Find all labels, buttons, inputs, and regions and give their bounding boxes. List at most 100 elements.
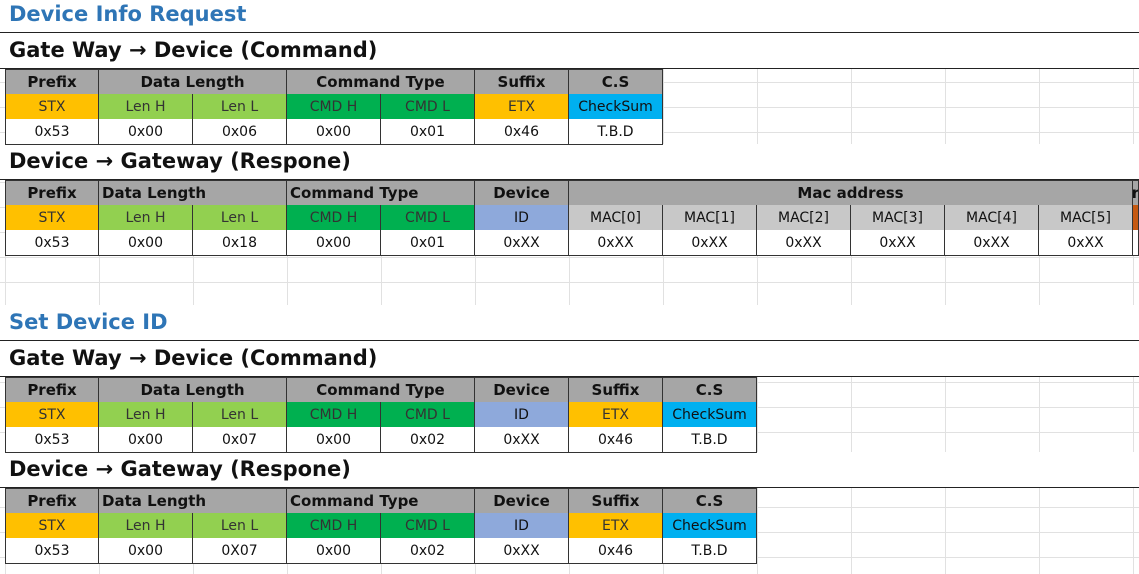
field-cell[interactable]: CheckSum <box>663 513 757 539</box>
value-cell[interactable] <box>1133 230 1139 256</box>
header-cell[interactable]: Suffix <box>569 488 663 514</box>
field-cell[interactable]: Len L <box>193 205 287 231</box>
value-cell[interactable]: 0x07 <box>193 427 287 453</box>
header-cell[interactable]: Data Length <box>99 488 287 514</box>
value-cell[interactable]: 0x46 <box>569 427 663 453</box>
value-cell[interactable]: 0x02 <box>381 427 475 453</box>
section-title: Device Info Request <box>9 2 247 26</box>
value-cell[interactable]: 0x00 <box>287 119 381 145</box>
field-cell[interactable]: Len L <box>193 402 287 428</box>
grid-col-line <box>945 0 946 574</box>
header-cell[interactable]: C.S <box>569 69 663 95</box>
field-cell[interactable] <box>1133 205 1139 231</box>
field-cell[interactable]: ETX <box>569 513 663 539</box>
field-cell[interactable]: MAC[4] <box>945 205 1039 231</box>
value-cell[interactable]: 0x01 <box>381 230 475 256</box>
header-cell[interactable]: Command Type <box>287 488 475 514</box>
value-cell[interactable]: 0x00 <box>99 427 193 453</box>
value-cell[interactable]: 0x53 <box>5 427 99 453</box>
field-cell[interactable]: CMD H <box>287 402 381 428</box>
field-cell[interactable]: STX <box>5 205 99 231</box>
value-cell[interactable]: 0x06 <box>193 119 287 145</box>
value-cell[interactable]: 0x53 <box>5 538 99 564</box>
value-cell[interactable]: 0x00 <box>99 538 193 564</box>
value-cell[interactable]: 0xXX <box>475 427 569 453</box>
header-cell[interactable]: Prefix <box>5 69 99 95</box>
value-cell[interactable]: 0x00 <box>287 230 381 256</box>
value-cell[interactable]: 0x01 <box>381 119 475 145</box>
value-cell[interactable]: 0xXX <box>475 230 569 256</box>
header-cell[interactable]: Prefix <box>5 180 99 206</box>
field-cell[interactable]: MAC[2] <box>757 205 851 231</box>
value-cell[interactable]: T.B.D <box>569 119 663 145</box>
header-cell[interactable]: Device <box>475 180 569 206</box>
grid-col-line <box>287 0 288 574</box>
field-cell[interactable]: Len H <box>99 94 193 120</box>
field-cell[interactable]: ETX <box>475 94 569 120</box>
field-cell[interactable]: CMD H <box>287 94 381 120</box>
title-row <box>0 341 1139 377</box>
field-cell[interactable]: CMD L <box>381 94 475 120</box>
header-cell[interactable]: Prefix <box>5 377 99 403</box>
header-cell[interactable]: Suffix <box>475 69 569 95</box>
value-cell[interactable]: 0x46 <box>475 119 569 145</box>
field-cell[interactable]: Len L <box>193 513 287 539</box>
header-cell[interactable]: Data Length <box>99 180 287 206</box>
field-cell[interactable]: CMD L <box>381 513 475 539</box>
value-cell[interactable]: 0xXX <box>1039 230 1133 256</box>
field-cell[interactable]: STX <box>5 402 99 428</box>
header-cell[interactable]: Device <box>475 488 569 514</box>
field-cell[interactable]: MAC[3] <box>851 205 945 231</box>
header-cell[interactable]: Data Length <box>99 69 287 95</box>
field-cell[interactable]: CMD H <box>287 205 381 231</box>
field-cell[interactable]: STX <box>5 513 99 539</box>
value-cell[interactable]: 0xXX <box>851 230 945 256</box>
header-cell[interactable]: Suffix <box>569 377 663 403</box>
header-cell[interactable]: Mac address <box>569 180 1133 206</box>
value-cell[interactable]: 0xXX <box>569 230 663 256</box>
value-cell[interactable]: 0xXX <box>945 230 1039 256</box>
header-cell[interactable]: r <box>1133 180 1139 206</box>
field-cell[interactable]: ID <box>475 205 569 231</box>
value-cell[interactable]: 0x00 <box>287 538 381 564</box>
header-cell[interactable]: Command Type <box>287 69 475 95</box>
value-cell[interactable]: 0X07 <box>193 538 287 564</box>
field-cell[interactable]: ETX <box>569 402 663 428</box>
field-cell[interactable]: CheckSum <box>569 94 663 120</box>
field-cell[interactable]: Len H <box>99 402 193 428</box>
header-cell[interactable]: C.S <box>663 488 757 514</box>
field-cell[interactable]: ID <box>475 513 569 539</box>
field-cell[interactable]: MAC[1] <box>663 205 757 231</box>
value-cell[interactable]: 0x02 <box>381 538 475 564</box>
header-cell[interactable]: Device <box>475 377 569 403</box>
field-cell[interactable]: CMD H <box>287 513 381 539</box>
value-cell[interactable]: 0x53 <box>5 119 99 145</box>
field-cell[interactable]: Len H <box>99 513 193 539</box>
field-cell[interactable]: CMD L <box>381 205 475 231</box>
value-cell[interactable]: 0x00 <box>99 230 193 256</box>
field-cell[interactable]: MAC[5] <box>1039 205 1133 231</box>
value-cell[interactable]: 0xXX <box>663 230 757 256</box>
grid-col-line <box>99 0 100 574</box>
value-cell[interactable]: 0x18 <box>193 230 287 256</box>
value-cell[interactable]: T.B.D <box>663 538 757 564</box>
field-cell[interactable]: CheckSum <box>663 402 757 428</box>
field-cell[interactable]: ID <box>475 402 569 428</box>
header-cell[interactable]: Prefix <box>5 488 99 514</box>
header-cell[interactable]: Command Type <box>287 377 475 403</box>
value-cell[interactable]: 0xXX <box>757 230 851 256</box>
field-cell[interactable]: STX <box>5 94 99 120</box>
value-cell[interactable]: 0x53 <box>5 230 99 256</box>
value-cell[interactable]: 0x46 <box>569 538 663 564</box>
field-cell[interactable]: CMD L <box>381 402 475 428</box>
field-cell[interactable]: Len H <box>99 205 193 231</box>
header-cell[interactable]: C.S <box>663 377 757 403</box>
field-cell[interactable]: MAC[0] <box>569 205 663 231</box>
value-cell[interactable]: T.B.D <box>663 427 757 453</box>
header-cell[interactable]: Command Type <box>287 180 475 206</box>
header-cell[interactable]: Data Length <box>99 377 287 403</box>
value-cell[interactable]: 0xXX <box>475 538 569 564</box>
value-cell[interactable]: 0x00 <box>287 427 381 453</box>
field-cell[interactable]: Len L <box>193 94 287 120</box>
value-cell[interactable]: 0x00 <box>99 119 193 145</box>
